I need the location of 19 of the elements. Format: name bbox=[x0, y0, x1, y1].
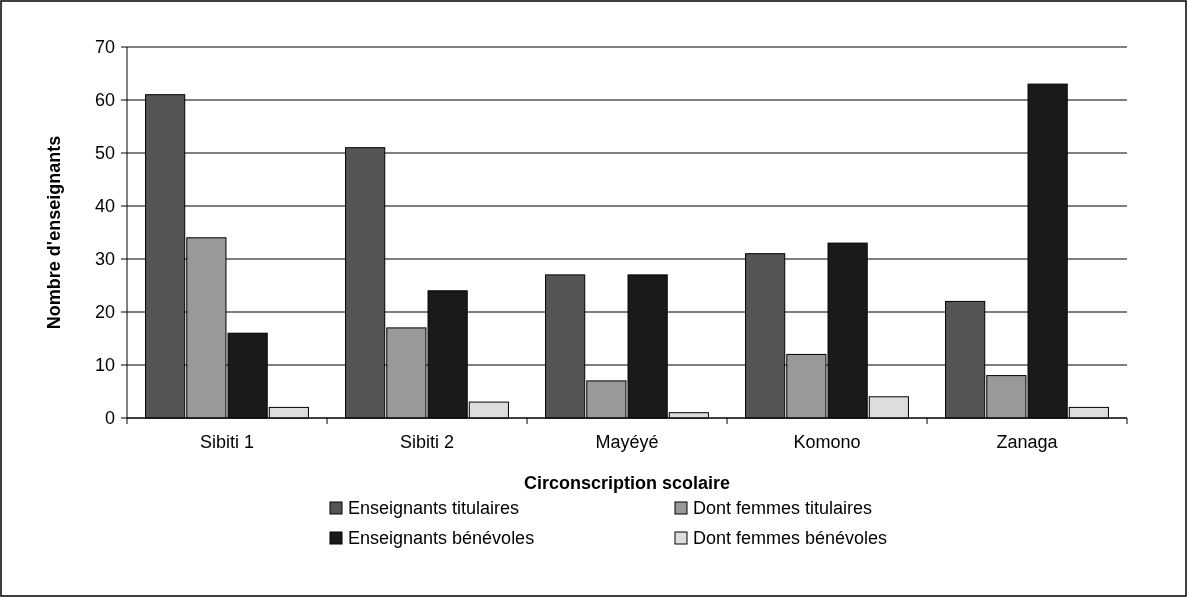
y-tick-label: 20 bbox=[94, 302, 115, 323]
x-tick-label: Zanaga bbox=[996, 432, 1059, 452]
y-tick-label: 40 bbox=[94, 196, 115, 217]
y-axis-title: Nombre d'enseignants bbox=[44, 135, 64, 330]
x-tick-label: Sibiti 1 bbox=[199, 432, 255, 452]
y-tick-label: 10 bbox=[94, 355, 115, 376]
y-tick-label: 30 bbox=[94, 249, 115, 270]
y-tick-label: 70 bbox=[94, 37, 115, 58]
legend-label: Dont femmes titulaires bbox=[693, 498, 873, 519]
x-tick-label: Sibiti 2 bbox=[399, 432, 455, 452]
y-tick-label: 0 bbox=[104, 408, 115, 429]
legend-label: Dont femmes bénévoles bbox=[693, 528, 888, 549]
y-tick-label: 50 bbox=[94, 143, 115, 164]
legend-label: Enseignants bénévoles bbox=[348, 528, 535, 549]
x-tick-label: Komono bbox=[793, 432, 861, 452]
y-tick-label: 60 bbox=[94, 90, 115, 111]
x-axis-title: Circonscription scolaire bbox=[523, 473, 731, 493]
x-tick-label: Mayéyé bbox=[595, 432, 659, 452]
legend-label: Enseignants titulaires bbox=[348, 498, 520, 519]
